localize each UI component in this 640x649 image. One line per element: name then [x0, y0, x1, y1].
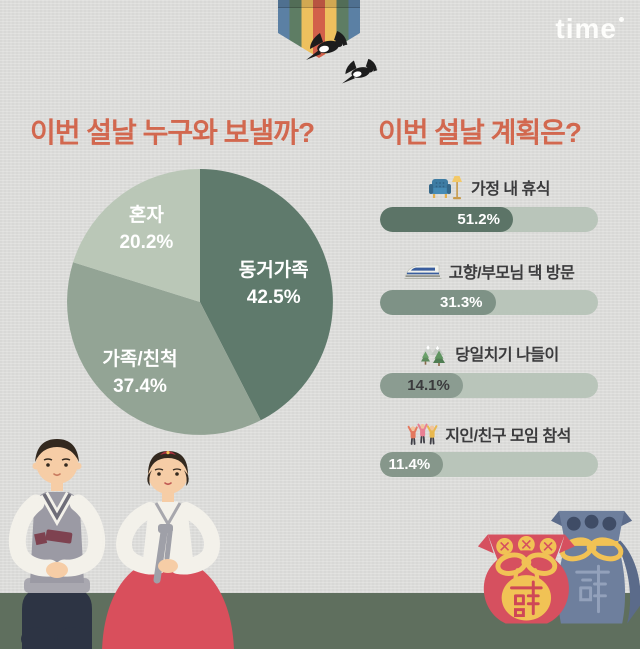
magpie-icon-2	[342, 58, 378, 84]
pie-slice-label: 가족/친척	[102, 348, 177, 370]
brand-logo-text: time	[555, 13, 617, 44]
plan-bar-fill: 31.3%	[380, 290, 496, 315]
plans-section-title: 이번 설날 계획은?	[378, 117, 582, 148]
plan-row: 당일치기 나들이 14.1%	[380, 337, 598, 398]
plan-bar-track: 31.3%	[380, 290, 598, 315]
trees-icon	[421, 344, 446, 366]
plan-value: 11.4%	[388, 456, 431, 473]
pie-slice-value: 20.2%	[119, 232, 173, 253]
plan-value: 14.1%	[407, 377, 450, 394]
magpies-icon	[306, 31, 378, 84]
pie-slice-1	[67, 262, 261, 435]
magpie-icon-1	[306, 31, 348, 60]
plan-row: 고향/부모님 댁 방문 31.3%	[380, 255, 598, 315]
plan-label: 당일치기 나들이	[455, 347, 559, 364]
brand-logo-dot	[619, 17, 624, 22]
plan-header: 가정 내 휴식	[380, 171, 598, 203]
red-lucky-bag	[477, 534, 575, 624]
plan-bar-track: 11.4%	[380, 452, 598, 477]
blue-lucky-bag	[551, 510, 640, 624]
plan-bar-fill: 51.2%	[380, 207, 513, 232]
brand-logo: time	[555, 13, 624, 45]
man-hanbok-illustration	[8, 439, 106, 649]
plan-row: 지인/친구 모임 참석 11.4%	[380, 418, 598, 477]
pie-chart: 동거가족 42.5% 가족/친척 37.4% 혼자 20.2%	[67, 169, 333, 435]
plan-header: 지인/친구 모임 참석	[380, 418, 598, 450]
plan-value: 31.3%	[439, 294, 483, 311]
pie-slice-2	[73, 169, 200, 302]
pie-slice-value: 37.4%	[113, 376, 167, 397]
pie-slice-value: 42.5%	[247, 287, 301, 308]
woman-hanbok-illustration	[102, 451, 234, 649]
pie-slice-label: 동거가족	[239, 259, 309, 281]
plan-label: 지인/친구 모임 참석	[445, 428, 571, 445]
plan-bar-track: 14.1%	[380, 373, 598, 398]
armchair-lamp-icon	[429, 175, 462, 199]
plan-row: 가정 내 휴식 51.2%	[380, 171, 598, 232]
pie-slice-0	[200, 169, 333, 421]
plan-label: 가정 내 휴식	[471, 181, 551, 198]
pie-section-title: 이번 설날 누구와 보낼까?	[30, 117, 315, 148]
plan-header: 당일치기 나들이	[380, 337, 598, 369]
friends-icon	[407, 423, 438, 445]
plan-header: 고향/부모님 댁 방문	[380, 255, 598, 287]
plan-value: 51.2%	[457, 211, 500, 228]
plan-label: 고향/부모님 댁 방문	[448, 265, 575, 282]
plan-bar-fill: 11.4%	[380, 452, 444, 477]
plan-bar-track: 51.2%	[380, 207, 598, 232]
plan-bar-fill: 14.1%	[380, 373, 463, 398]
train-icon	[404, 264, 442, 279]
lucky-bags-illustration	[477, 510, 640, 624]
pie-slice-label: 혼자	[129, 203, 164, 226]
